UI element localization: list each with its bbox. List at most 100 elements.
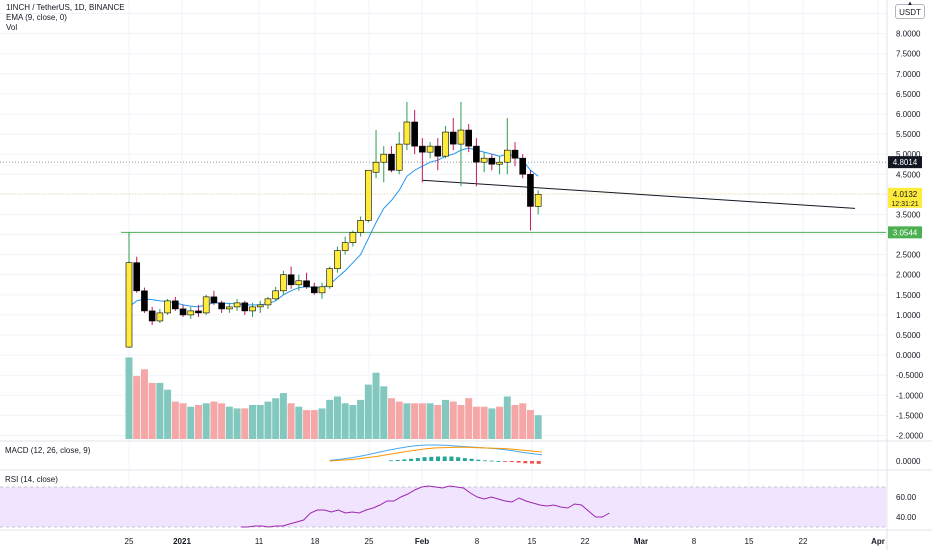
candle-body bbox=[303, 280, 310, 288]
symbol-legend[interactable]: 1INCH / TetherUS, 1D, BINANCE EMA (9, cl… bbox=[6, 3, 125, 33]
candle-body bbox=[519, 157, 527, 175]
time-tick-label: Apr bbox=[871, 537, 885, 546]
volume-bar bbox=[434, 405, 442, 439]
time-tick-label: 25 bbox=[125, 537, 134, 546]
volume-bar bbox=[310, 410, 318, 439]
candle-body bbox=[310, 286, 318, 294]
symbol-line: 1INCH / TetherUS, 1D, BINANCE bbox=[6, 3, 125, 12]
volume-bar bbox=[326, 399, 334, 439]
volume-bar bbox=[171, 401, 179, 439]
time-tick-label: 18 bbox=[311, 537, 320, 546]
volume-bar bbox=[465, 398, 473, 439]
candle-body bbox=[326, 268, 334, 288]
macd-label[interactable]: MACD (12, 26, close, 9) bbox=[5, 446, 91, 455]
candle-body bbox=[202, 296, 210, 314]
last-close-label-bg bbox=[888, 156, 922, 169]
volume-bar bbox=[125, 357, 133, 439]
volume-bar bbox=[387, 398, 395, 439]
macd-hist-bar bbox=[402, 459, 407, 461]
time-tick-label: 8 bbox=[692, 537, 697, 546]
volume-bar bbox=[272, 398, 280, 439]
macd-hist-bar bbox=[456, 457, 461, 461]
volume-bar bbox=[233, 408, 241, 439]
volume-bar bbox=[526, 410, 534, 439]
price-tick-label: -1.5000 bbox=[896, 411, 924, 420]
volume-bar bbox=[395, 401, 403, 439]
time-tick-label: 15 bbox=[745, 537, 754, 546]
volume-bar bbox=[442, 399, 450, 439]
price-tick-label: 6.5000 bbox=[896, 90, 921, 99]
candle-body bbox=[226, 306, 233, 310]
candle-body bbox=[280, 274, 287, 292]
grid bbox=[0, 0, 886, 530]
volume-bar bbox=[480, 406, 488, 439]
rsi-tick-label: 60.00 bbox=[896, 493, 917, 502]
volume-bar bbox=[496, 406, 504, 439]
volume-bar bbox=[148, 382, 156, 439]
price-tick-label: 5.5000 bbox=[896, 130, 921, 139]
macd-hist-bar bbox=[489, 460, 494, 462]
time-tick-label: 11 bbox=[255, 537, 264, 546]
volume-bar bbox=[449, 401, 457, 439]
macd-hist-bar bbox=[409, 458, 414, 461]
price-tick-label: -2.0000 bbox=[896, 432, 924, 441]
price-labels: 4.8014 4.0132 12:31:21 3.0544 bbox=[888, 156, 922, 239]
candle-body bbox=[233, 302, 241, 308]
rsi-tick-label: 40.00 bbox=[896, 513, 917, 522]
macd-hist-bar bbox=[516, 461, 521, 463]
currency-selector[interactable]: ▲ USDT bbox=[895, 1, 925, 19]
candle-body bbox=[349, 232, 357, 243]
candle-body bbox=[496, 161, 503, 165]
time-axis[interactable]: 25 2021 11 18 25 Feb 8 15 22 Mar 8 15 22 Apr bbox=[125, 537, 885, 546]
candle-body bbox=[148, 310, 156, 322]
volume-legend[interactable]: Vol bbox=[6, 23, 18, 32]
candle-body bbox=[187, 310, 195, 316]
volume-bar bbox=[303, 410, 311, 439]
candle-body bbox=[403, 121, 411, 145]
candle-body bbox=[534, 194, 542, 207]
volume-bar bbox=[279, 393, 287, 439]
price-tick-label: 1.0000 bbox=[896, 311, 921, 320]
price-tick-label: 0.0000 bbox=[896, 351, 921, 360]
candle-body bbox=[480, 157, 488, 163]
volume-bar bbox=[202, 403, 210, 439]
price-tick-label: 4.5000 bbox=[896, 170, 921, 179]
candles bbox=[125, 101, 542, 348]
candle-body bbox=[195, 310, 202, 314]
trendline bbox=[422, 179, 856, 209]
volume-bar bbox=[140, 369, 148, 439]
time-tick-label: 8 bbox=[475, 537, 480, 546]
candle-body bbox=[503, 149, 511, 163]
candle-body bbox=[249, 306, 256, 312]
candle-body bbox=[172, 300, 179, 310]
volume-bar bbox=[187, 406, 195, 439]
volume-bar bbox=[333, 396, 341, 439]
macd-hist-bar bbox=[422, 457, 427, 461]
macd-hist-bar bbox=[523, 461, 528, 464]
candle-body bbox=[141, 290, 148, 312]
rsi-band bbox=[0, 487, 886, 527]
time-tick-label: 25 bbox=[365, 537, 374, 546]
volume-bars bbox=[125, 357, 542, 439]
current-price-bg bbox=[888, 187, 922, 208]
candle-body bbox=[442, 131, 449, 157]
current-price-label: 4.0132 bbox=[893, 190, 918, 199]
candle-body bbox=[133, 262, 141, 292]
volume-bar bbox=[341, 403, 349, 439]
price-tick-label: 7.0000 bbox=[896, 70, 921, 79]
time-tick-label: Mar bbox=[634, 537, 648, 546]
volume-bar bbox=[249, 405, 257, 439]
price-axis[interactable]: 8.50008.00007.50007.00006.50006.00005.50… bbox=[896, 10, 924, 441]
chevron-up-icon: ▲ bbox=[907, 1, 913, 7]
ema-path bbox=[128, 147, 539, 308]
last-close-label: 4.8014 bbox=[893, 158, 918, 167]
volume-bar bbox=[403, 403, 411, 439]
ema-legend[interactable]: EMA (9, close, 0) bbox=[6, 13, 67, 22]
price-tick-label: 2.5000 bbox=[896, 251, 921, 260]
candle-body bbox=[334, 250, 341, 270]
volume-bar bbox=[256, 405, 264, 439]
candle-body bbox=[434, 145, 442, 157]
rsi-label[interactable]: RSI (14, close) bbox=[5, 475, 58, 484]
